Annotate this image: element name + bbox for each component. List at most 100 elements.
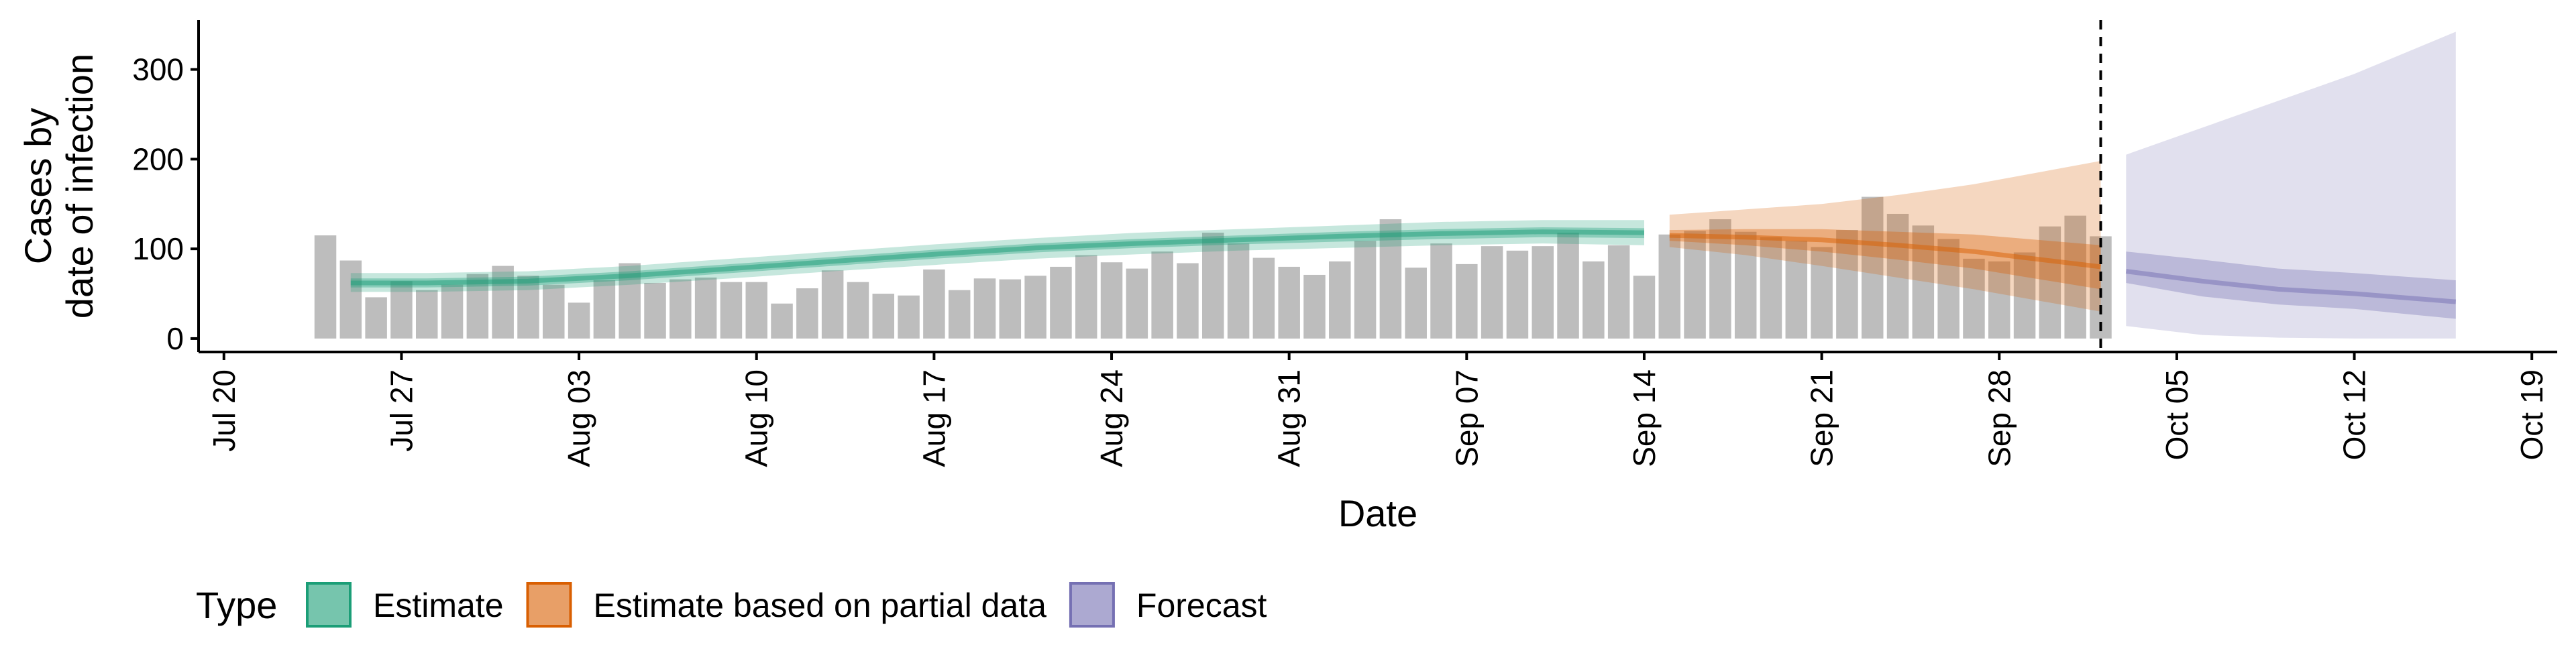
case-bar	[1050, 266, 1072, 339]
case-bar	[1379, 219, 1402, 339]
x-tick-label: Aug 31	[1272, 369, 1307, 467]
case-bar	[1557, 233, 1579, 339]
case-bar	[1202, 233, 1224, 339]
case-bar	[1252, 257, 1275, 339]
case-bar	[1329, 261, 1351, 339]
case-bar	[1532, 246, 1554, 339]
case-bar	[1227, 243, 1250, 339]
case-bar	[1988, 261, 2010, 339]
ribbons-layer	[350, 32, 2457, 339]
case-bar	[1481, 246, 1503, 339]
case-bar	[898, 295, 920, 339]
x-tick-label: Aug 03	[561, 369, 596, 467]
y-tick-label: 100	[132, 231, 184, 266]
estimate-legend-label: Estimate	[373, 587, 504, 624]
case-bar	[796, 288, 818, 339]
case-bar	[1633, 276, 1656, 339]
partial-legend-label: Estimate based on partial data	[594, 587, 1047, 624]
case-bar	[1024, 276, 1046, 339]
case-bar	[416, 290, 438, 339]
case-bar	[1126, 268, 1148, 339]
partial-band-50	[1669, 229, 2101, 290]
case-bar	[1734, 231, 1757, 339]
y-axis-title-line: Cases by	[17, 108, 59, 264]
x-tick-label: Aug 24	[1094, 369, 1129, 467]
case-bar	[2090, 236, 2112, 339]
case-bar	[2064, 215, 2086, 339]
x-tick-label: Sep 07	[1449, 369, 1484, 467]
case-bar	[644, 282, 666, 339]
forecast-median-line	[2125, 269, 2457, 304]
forecast-band-50	[2126, 251, 2456, 319]
x-tick-label: Jul 27	[384, 369, 419, 452]
estimate-legend-key	[306, 582, 352, 628]
case-bar	[1760, 237, 1782, 339]
case-bar	[1684, 231, 1706, 339]
y-axis-title-line: date of infection	[58, 54, 101, 318]
x-tick-label: Oct 12	[2337, 369, 2372, 461]
case-bar	[821, 270, 844, 339]
case-bar	[872, 294, 895, 339]
bars-layer	[314, 196, 2112, 339]
case-bar	[1886, 213, 1909, 339]
case-bar	[669, 279, 692, 339]
forecast-legend-label: Forecast	[1136, 587, 1267, 624]
case-bar	[1582, 261, 1605, 339]
case-bar	[1861, 196, 1884, 339]
x-tick-label: Oct 05	[2159, 369, 2194, 461]
case-bar	[1405, 268, 1427, 339]
case-bar	[1785, 241, 1808, 339]
case-bar	[2039, 226, 2061, 339]
case-bar	[1811, 247, 1833, 339]
case-bar	[1075, 255, 1097, 339]
case-bar	[1836, 230, 1858, 339]
case-bar	[466, 274, 489, 339]
case-bar	[593, 280, 616, 339]
x-tick-label: Oct 19	[2514, 369, 2549, 461]
case-bar	[948, 290, 971, 339]
case-bar	[720, 282, 743, 339]
x-tick-label: Jul 20	[207, 369, 241, 452]
case-bar	[1303, 274, 1326, 339]
case-bar	[339, 260, 362, 339]
partial-band-90	[1669, 161, 2101, 312]
case-bar	[441, 284, 464, 339]
case-bar	[923, 269, 945, 339]
y-tick-label: 0	[166, 321, 184, 356]
partial-median-line	[1669, 233, 2101, 270]
case-bar	[365, 297, 387, 339]
estimate-median-line	[350, 229, 1645, 286]
partial-legend-key	[526, 582, 572, 628]
case-bar	[2013, 252, 2036, 339]
case-bar	[1354, 241, 1377, 339]
x-tick-label: Sep 28	[1982, 369, 2017, 467]
case-bar	[1607, 245, 1630, 339]
case-bar	[1937, 239, 1960, 339]
case-bar	[847, 282, 869, 339]
case-bar	[1151, 251, 1173, 339]
case-bar	[1506, 250, 1529, 339]
case-bar	[314, 235, 337, 339]
case-bar	[1177, 263, 1199, 339]
case-bar	[1963, 258, 1985, 339]
case-bar	[543, 284, 565, 339]
y-tick-label: 300	[132, 52, 184, 87]
case-bar	[999, 279, 1022, 339]
x-tick-label: Sep 21	[1805, 369, 1839, 467]
case-bar	[1658, 234, 1681, 339]
case-bar	[771, 303, 793, 339]
case-bar	[745, 282, 767, 339]
x-axis-title: Date	[1338, 492, 1417, 534]
case-bar	[1456, 263, 1478, 339]
case-bar	[1100, 262, 1123, 339]
x-tick-label: Aug 10	[739, 369, 774, 467]
axes-layer: 0 100 200 300 Jul 20 Jul 27 Aug 03 Aug 10 Aug 17…	[17, 20, 2557, 534]
forecast-legend-key	[1069, 582, 1115, 628]
case-bar	[694, 277, 717, 339]
case-bar	[1912, 225, 1935, 339]
legend: Type Estimate Estimate based on partial da…	[196, 582, 1267, 628]
case-bar	[1430, 243, 1452, 339]
case-bar	[1278, 266, 1300, 339]
